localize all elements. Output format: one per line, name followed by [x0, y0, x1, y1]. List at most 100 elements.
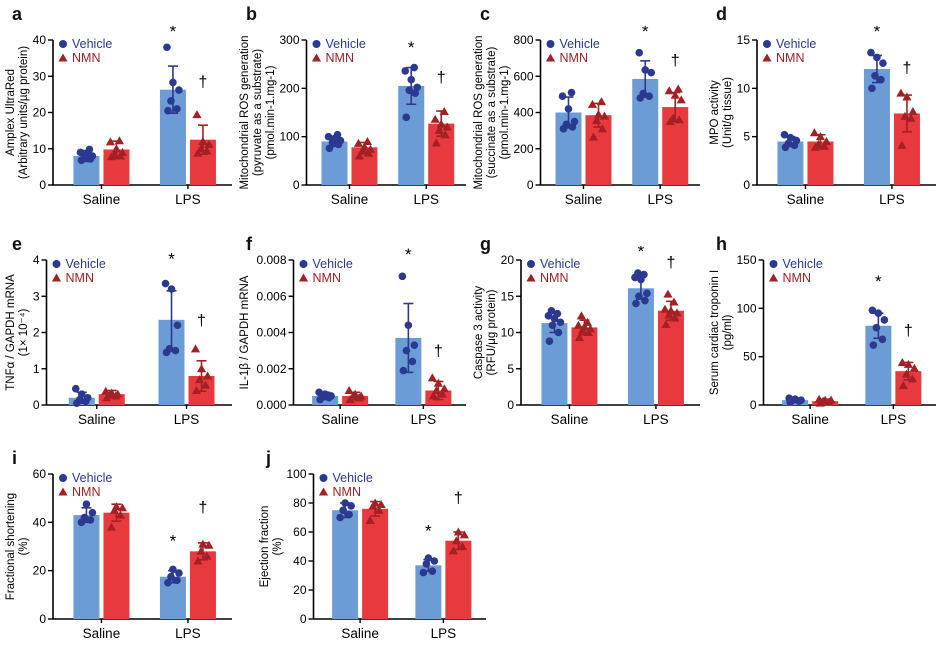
x-category-label: LPS — [413, 192, 439, 207]
y-tick-label: 20 — [293, 583, 307, 597]
data-point-circle — [635, 292, 643, 301]
panel-letter-h: h — [716, 234, 727, 254]
legend-nmn-label: NMN — [333, 485, 361, 499]
data-point-circle — [553, 309, 562, 318]
data-point-triangle — [442, 122, 452, 131]
data-point-triangle — [896, 88, 906, 97]
sig-dagger: † — [434, 343, 443, 360]
legend-vehicle-marker — [763, 40, 771, 48]
legend-vehicle-marker — [319, 474, 328, 482]
data-point-circle — [336, 513, 344, 522]
data-point-triangle — [660, 304, 670, 313]
data-point-triangle — [451, 536, 461, 545]
y-tick-label: 400 — [513, 106, 533, 120]
data-point-triangle — [194, 375, 205, 384]
data-point-circle — [404, 321, 413, 330]
data-point-triangle — [196, 364, 207, 373]
data-point-triangle — [596, 97, 607, 106]
data-point-circle — [877, 75, 885, 84]
legend-nmn-marker — [311, 53, 322, 62]
panel-b: b 0 100 200 300 Saline LPS Mitochondrial ROS g… — [236, 2, 468, 228]
data-point-triangle — [359, 142, 370, 151]
y-tick-label: 20 — [33, 564, 47, 578]
data-point-triangle — [813, 139, 824, 148]
y-tick-label: 0 — [743, 178, 750, 192]
legend-vehicle-marker — [527, 260, 535, 268]
sig-asterisk: * — [874, 26, 881, 41]
data-point-triangle — [439, 107, 449, 116]
data-point-circle — [879, 59, 887, 67]
x-category-label: Saline — [791, 412, 829, 427]
data-point-circle — [874, 309, 883, 317]
data-point-circle — [321, 390, 329, 398]
data-point-triangle — [114, 136, 125, 145]
sig-dagger: † — [198, 500, 207, 517]
data-point-triangle — [111, 144, 122, 153]
data-point-triangle — [587, 99, 598, 108]
y-tick-label: 200 — [513, 142, 533, 156]
bar — [73, 515, 100, 619]
bar — [362, 508, 389, 619]
y-tick-label: 0.000 — [256, 398, 286, 412]
data-point-circle — [85, 145, 94, 154]
sig-asterisk: * — [405, 246, 412, 264]
data-point-triangle — [202, 146, 212, 155]
y-tick-label: 0.008 — [256, 253, 286, 267]
bar — [863, 69, 890, 185]
x-category-label: Saline — [565, 192, 603, 207]
data-point-triangle — [809, 128, 820, 137]
data-point-triangle — [117, 147, 128, 156]
data-point-circle — [333, 130, 342, 139]
y-axis-label: TNFα / GAPDH mRNA — [5, 274, 17, 391]
panel-g: g 0 5 10 15 20 Saline LPS Caspase 3 activity (RF… — [470, 232, 702, 444]
data-point-circle — [556, 318, 565, 327]
data-point-triangle — [661, 320, 671, 329]
y-axis-label: (Unit/g tissue) — [722, 77, 734, 148]
data-point-circle — [88, 152, 97, 160]
y-axis-label: (%) — [272, 537, 284, 555]
y-tick-label: 300 — [279, 33, 299, 47]
sig-asterisk: * — [170, 26, 177, 41]
data-point-circle — [175, 86, 183, 94]
panel-letter-i: i — [12, 448, 18, 468]
x-category-label: LPS — [431, 626, 457, 641]
legend-nmn-label: NMN — [72, 485, 100, 499]
sig-dagger: † — [902, 60, 911, 77]
data-point-triangle — [909, 363, 919, 372]
data-point-circle — [164, 106, 172, 115]
data-point-circle — [410, 341, 419, 349]
data-point-triangle — [453, 527, 463, 536]
data-point-circle — [339, 506, 347, 515]
y-tick-label: 100 — [279, 130, 299, 144]
data-point-circle — [797, 396, 805, 404]
y-tick-label: 0 — [39, 178, 46, 192]
bar — [657, 310, 684, 405]
data-point-circle — [785, 394, 793, 403]
data-point-triangle — [200, 380, 211, 389]
data-point-circle — [83, 393, 92, 402]
data-point-triangle — [353, 138, 364, 147]
x-category-label: LPS — [879, 192, 905, 207]
data-point-circle — [786, 133, 795, 142]
y-axis-label: Serum cardiac troponin I — [709, 270, 721, 395]
y-tick-label: 0.006 — [256, 289, 286, 303]
x-category-label: LPS — [647, 192, 673, 207]
y-tick-label: 800 — [513, 33, 533, 47]
legend-vehicle-label: Vehicle — [333, 471, 373, 485]
legend-nmn-marker — [318, 487, 329, 496]
y-tick-label: 80 — [293, 496, 307, 510]
data-point-triangle — [202, 551, 212, 560]
sig-dagger: † — [904, 322, 913, 339]
data-point-circle — [792, 136, 801, 145]
y-tick-label: 0 — [293, 178, 300, 192]
data-point-triangle — [192, 110, 202, 119]
y-axis-label: (pmol.min-1.mg-1) — [499, 65, 511, 159]
chart-f: 0.000 0.002 0.004 0.006 0.008 Saline LPS IL-1β … — [239, 246, 466, 427]
y-tick-label: 10 — [501, 326, 515, 340]
data-point-circle — [173, 321, 182, 330]
panel-i: i 0 20 40 60 Saline LPS Fractional shortening(… — [2, 446, 234, 656]
data-point-circle — [399, 366, 408, 375]
y-tick-label: 0.004 — [256, 326, 286, 340]
x-category-label: LPS — [174, 412, 200, 427]
